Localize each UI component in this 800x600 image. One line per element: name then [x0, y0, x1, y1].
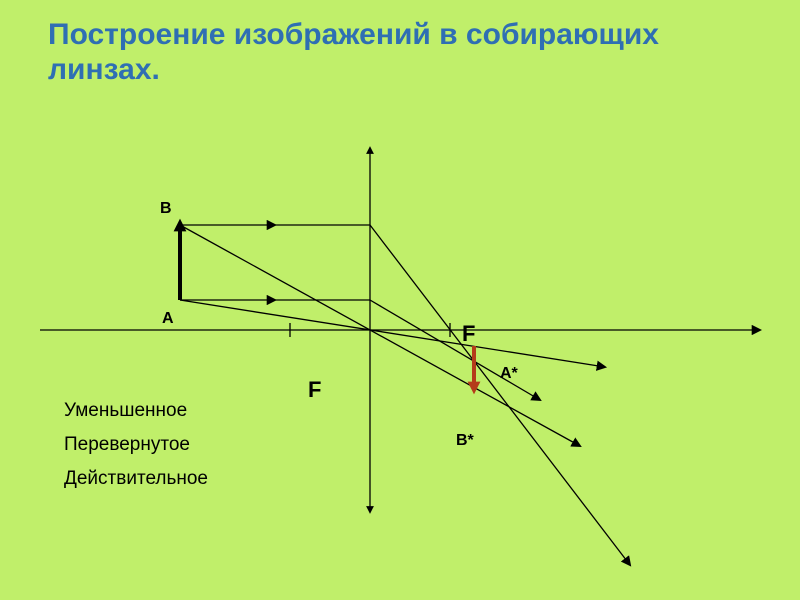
- optics-diagram: [0, 0, 800, 600]
- rays-group: [180, 225, 630, 565]
- label-A-star: A*: [500, 365, 518, 383]
- legend-item: Действительное: [64, 468, 208, 490]
- label-B: B: [160, 200, 172, 218]
- label-B-star: B*: [456, 432, 474, 450]
- legend-item: Уменьшенное: [64, 400, 208, 422]
- legend: Уменьшенное Перевернутое Действительное: [64, 400, 208, 502]
- label-F-left: F: [308, 377, 321, 403]
- label-F-right: F: [462, 321, 475, 347]
- legend-item: Перевернутое: [64, 434, 208, 456]
- label-A: A: [162, 310, 174, 328]
